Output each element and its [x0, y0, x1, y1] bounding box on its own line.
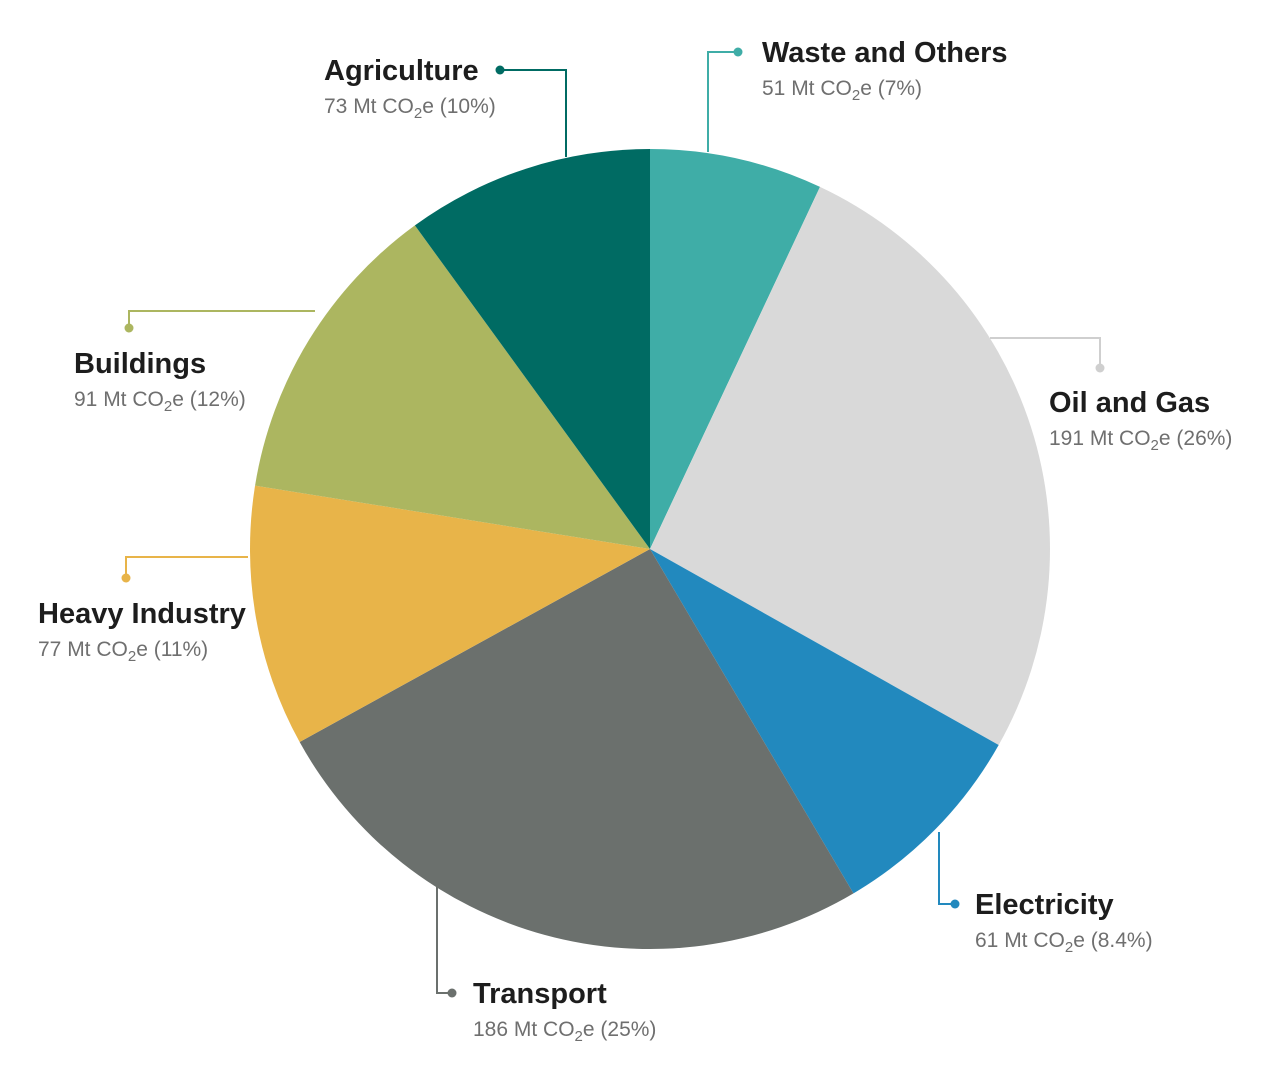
leader-line-transport — [436, 865, 452, 994]
leader-dot-transport — [447, 988, 457, 998]
label-value-heavy-industry: 77 Mt CO2e (11%) — [38, 638, 208, 665]
slice-agriculture — [414, 149, 650, 549]
label-name-transport: Transport — [473, 978, 607, 1010]
label-name-agriculture: Agriculture — [324, 55, 479, 87]
leader-dot-buildings — [124, 323, 134, 333]
leader-dot-electricity — [950, 899, 960, 909]
leader-line-agriculture — [500, 69, 567, 157]
slice-electricity — [650, 549, 999, 894]
leader-line-oil-and-gas — [990, 337, 1101, 368]
slice-transport — [299, 549, 854, 949]
label-value-electricity: 61 Mt CO2e (8.4%) — [975, 929, 1153, 956]
slice-heavy-industry — [250, 485, 650, 743]
pie-slices — [250, 149, 1050, 949]
label-name-heavy-industry: Heavy Industry — [38, 598, 246, 630]
label-name-buildings: Buildings — [74, 348, 206, 380]
leader-line-electricity — [938, 832, 955, 905]
leader-dot-agriculture — [495, 65, 505, 75]
label-name-oil-and-gas: Oil and Gas — [1049, 387, 1210, 419]
label-value-waste-and-others: 51 Mt CO2e (7%) — [762, 77, 922, 104]
slice-waste-and-others — [650, 149, 821, 549]
leader-line-heavy-industry — [125, 556, 248, 578]
leader-dot-heavy-industry — [121, 573, 131, 583]
leader-dot-oil-and-gas — [1095, 363, 1105, 373]
label-value-transport: 186 Mt CO2e (25%) — [473, 1018, 656, 1045]
slice-oil-and-gas — [650, 186, 1050, 746]
slice-buildings — [255, 225, 650, 550]
label-value-buildings: 91 Mt CO2e (12%) — [74, 388, 246, 415]
leader-dot-waste-and-others — [733, 47, 743, 57]
leader-line-buildings — [128, 310, 315, 328]
leader-lines — [121, 47, 1105, 998]
label-value-agriculture: 73 Mt CO2e (10%) — [324, 95, 496, 122]
leader-line-waste-and-others — [707, 51, 738, 152]
label-name-electricity: Electricity — [975, 889, 1114, 921]
label-value-oil-and-gas: 191 Mt CO2e (26%) — [1049, 427, 1232, 454]
slice-labels: Waste and Others 51 Mt CO2e (7%) Oil and G… — [38, 37, 1232, 1045]
label-name-waste-and-others: Waste and Others — [762, 37, 1007, 69]
